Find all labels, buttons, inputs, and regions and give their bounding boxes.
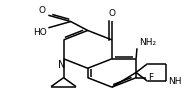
Text: HO: HO [33,28,47,37]
Text: N: N [58,60,66,70]
Text: O: O [39,6,46,15]
Text: F: F [148,73,153,82]
Text: NH: NH [168,77,182,86]
Text: O: O [108,9,115,18]
Text: NH₂: NH₂ [139,38,156,47]
